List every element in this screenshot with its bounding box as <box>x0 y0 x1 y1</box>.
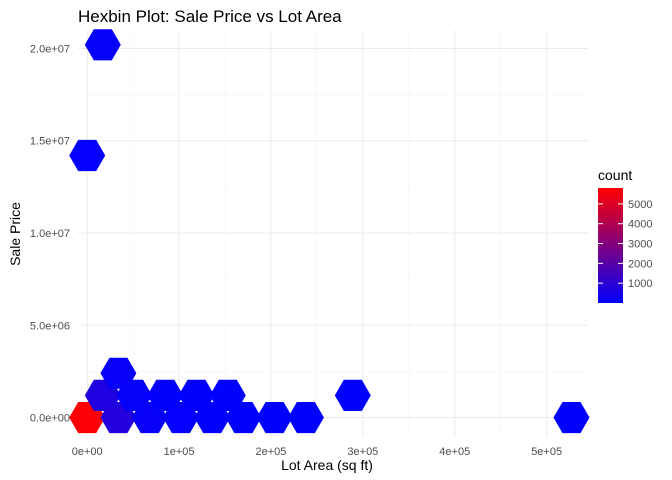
legend-title: count <box>598 167 632 183</box>
hexbin-cell <box>178 379 215 411</box>
major-gridlines <box>78 30 588 436</box>
x-axis-label: Lot Area (sq ft) <box>281 457 373 473</box>
hexbin-cell <box>69 139 106 172</box>
y-tick-label: 5.0e+06 <box>30 320 70 332</box>
legend-tick-label: 4000 <box>628 219 652 231</box>
x-axis-ticks: 0e+00 1e+05 2e+05 3e+05 4e+05 5e+05 <box>72 446 562 458</box>
x-tick-label: 4e+05 <box>439 446 470 458</box>
legend-tick-label: 5000 <box>628 199 652 211</box>
hexbin-cell <box>287 402 324 434</box>
hexbin-cell <box>334 379 371 411</box>
hexbin-cells <box>69 29 590 434</box>
legend-tick-label: 1000 <box>628 278 652 290</box>
y-axis-label: Sale Price <box>7 202 23 266</box>
x-tick-label: 1e+05 <box>164 446 195 458</box>
hexbin-cell <box>209 379 246 411</box>
x-tick-label: 3e+05 <box>347 446 378 458</box>
y-tick-label: 1.0e+07 <box>30 228 70 240</box>
color-legend: count 1000 2000 3000 4000 5000 <box>598 167 652 303</box>
hexbin-cell <box>84 29 121 61</box>
hexbin-cell <box>147 379 184 411</box>
y-tick-label: 1.5e+07 <box>30 136 70 148</box>
x-tick-label: 2e+05 <box>256 446 287 458</box>
hexbin-cell <box>256 402 293 434</box>
y-axis-ticks: 0.0e+00 5.0e+06 1.0e+07 1.5e+07 2.0e+07 <box>30 43 70 424</box>
hexbin-cell <box>100 357 137 389</box>
hexbin-cell <box>553 402 590 434</box>
legend-tick-label: 3000 <box>628 239 652 251</box>
legend-colorbar <box>598 188 623 303</box>
y-tick-label: 0.0e+00 <box>30 413 70 425</box>
x-tick-label: 0e+00 <box>72 446 103 458</box>
x-tick-label: 5e+05 <box>531 446 562 458</box>
y-tick-label: 2.0e+07 <box>30 43 70 55</box>
chart-title: Hexbin Plot: Sale Price vs Lot Area <box>78 7 342 26</box>
legend-ticks: 1000 2000 3000 4000 5000 <box>598 199 652 290</box>
legend-tick-label: 2000 <box>628 258 652 270</box>
